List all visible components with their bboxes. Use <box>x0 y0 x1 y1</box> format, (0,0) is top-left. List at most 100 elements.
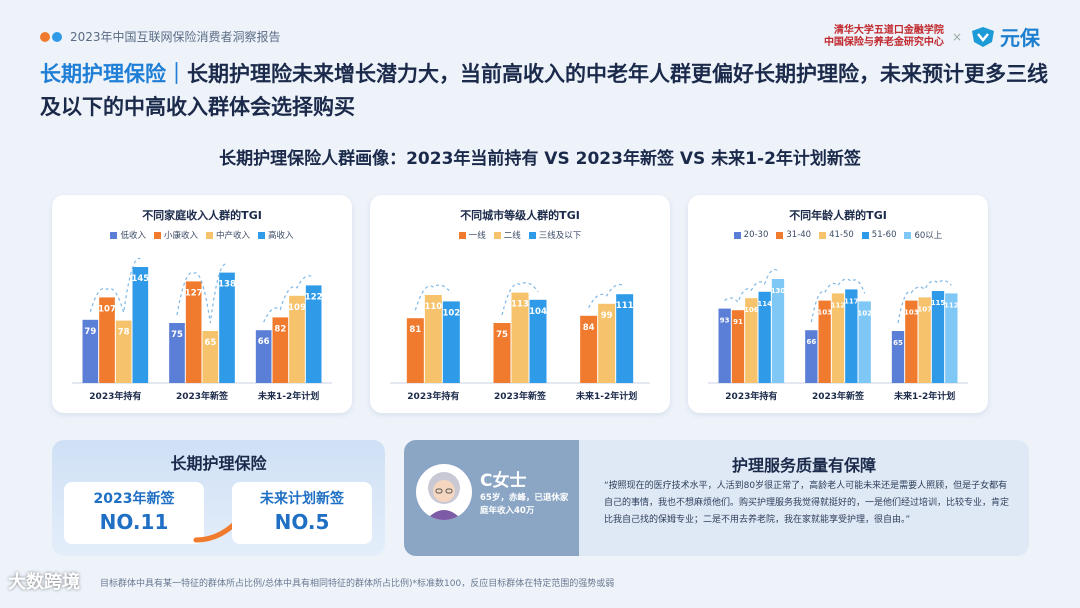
data-label: 102 <box>857 309 872 317</box>
data-label: 82 <box>274 324 286 334</box>
data-label: 66 <box>258 337 270 347</box>
category-label: 2023年持有 <box>407 390 459 402</box>
data-label: 122 <box>305 292 323 302</box>
legend-swatch <box>904 231 912 239</box>
data-label: 115 <box>931 299 946 307</box>
yuanbao-logo: 元保 <box>970 22 1040 51</box>
persona-block: C女士 65岁，赤峰，已退休家庭年收入40万 <box>404 440 579 556</box>
partner-name: 清华大学五道口金融学院 中国保险与养老金研究中心 <box>823 24 944 48</box>
category-label: 2023年持有 <box>89 390 141 402</box>
trend-line <box>176 263 228 324</box>
brand-area: 清华大学五道口金融学院 中国保险与养老金研究中心 × 元保 <box>824 22 1040 51</box>
legend-label: 三线及以下 <box>538 231 582 241</box>
chart-panel-age: 不同年龄人群的TGI 20-30 31-40 41-50 51-60 60以上 93 91… <box>688 195 988 413</box>
data-label: 65 <box>204 338 216 348</box>
trend-line <box>89 257 141 313</box>
bar <box>424 295 442 383</box>
bar <box>82 319 99 383</box>
category-label: 未来1-2年计划 <box>893 390 955 402</box>
legend-item: 60以上 <box>904 229 942 241</box>
data-label: 130 <box>771 287 786 295</box>
data-label: 99 <box>601 311 613 321</box>
data-label: 103 <box>904 309 919 317</box>
section-subtitle: 长期护理保险人群画像：2023年当前持有 VS 2023年新签 VS 未来1-2… <box>219 149 861 169</box>
data-label: 138 <box>218 280 236 290</box>
legend-swatch <box>861 231 869 239</box>
ranking-title: 长期护理保险 <box>170 454 267 473</box>
legend-item: 20-30 <box>733 229 769 241</box>
category-label: 2023年新签 <box>812 390 865 402</box>
rank-card-future: 未来计划新签 NO.5 <box>232 482 372 544</box>
bar <box>442 301 460 383</box>
legend-label: 20-30 <box>743 230 769 240</box>
legend-swatch <box>528 231 536 239</box>
bar <box>731 310 745 383</box>
bar <box>185 281 202 383</box>
data-label: 79 <box>84 327 96 337</box>
chart-title: 不同家庭收入人群的TGI <box>142 209 262 222</box>
bar <box>406 318 424 383</box>
legend-swatch <box>776 231 784 239</box>
bar <box>169 323 185 383</box>
data-label: 117 <box>844 297 859 305</box>
report-header: 2023年中国互联网保险消费者洞察报告 <box>40 28 281 45</box>
legend-item: 高收入 <box>258 229 294 241</box>
rank-card-2023: 2023年新签 NO.11 <box>64 482 204 544</box>
bar <box>818 300 831 383</box>
legend-item: 31-40 <box>776 229 811 241</box>
legend-label: 51-60 <box>871 230 897 240</box>
persona-desc: 65岁，赤峰，已退休家庭年收入40万 <box>480 493 569 516</box>
data-label: 103 <box>817 309 832 317</box>
page-headline: 长期护理保险｜长期护理险未来增长潜力大，当前高收入的中老年人群更偏好长期护理险，… <box>40 58 1050 124</box>
bar <box>616 294 634 383</box>
legend-label: 中产收入 <box>216 231 251 241</box>
bar <box>580 315 598 383</box>
chart-svg: 93 911061141302023年持有661031121171022023年新… <box>708 268 968 402</box>
bar <box>918 297 931 383</box>
trend-line <box>897 279 952 324</box>
persona-quote: “按照现在的医疗技术水平，人活到80岁很正常了，高龄老人可能未来还是需要人照顾，… <box>604 481 1010 525</box>
data-label: 106 <box>744 306 759 314</box>
data-label: 111 <box>616 301 634 311</box>
legend-swatch <box>458 231 466 239</box>
legend-swatch <box>733 231 741 239</box>
data-label: 107 <box>917 305 932 313</box>
elderly-woman-avatar-icon <box>416 464 472 520</box>
chart-panel-city: 不同城市等级人群的TGI 一线 二线 三线及以下 81 110 102 2023年持有 75… <box>370 195 670 413</box>
footnote: 目标群体中具有某一特征的群体所占比例/总体中具有相同特征的群体所占比例)*标准数… <box>100 579 615 589</box>
persona-card: C女士 65岁，赤峰，已退休家庭年收入40万 护理服务质量有保障 “按照现在的医… <box>404 440 1029 556</box>
legend-swatch <box>258 231 266 239</box>
chart-title: 不同城市等级人群的TGI <box>460 209 580 222</box>
chart-legend: 20-30 31-40 41-50 51-60 60以上 <box>688 229 988 241</box>
trend-line <box>501 282 539 316</box>
category-label: 未来1-2年计划 <box>575 390 637 402</box>
data-label: 114 <box>757 300 772 308</box>
bar <box>272 317 289 383</box>
data-label: 112 <box>831 301 846 309</box>
chart-panel-income: 不同家庭收入人群的TGI 低收入 小康收入 中产收入 高收入 79 107 78 145 20… <box>52 195 352 413</box>
bar <box>845 289 858 383</box>
data-label: 110 <box>424 302 442 312</box>
trend-line <box>810 278 866 323</box>
trend-line <box>414 284 452 311</box>
category-label: 2023年新签 <box>176 390 229 402</box>
data-label: 109 <box>288 303 306 313</box>
bar <box>289 295 305 383</box>
legend-swatch <box>493 231 501 239</box>
legend-label: 60以上 <box>914 231 943 241</box>
legend-label: 低收入 <box>120 231 146 241</box>
data-label: 78 <box>118 328 130 338</box>
data-label: 75 <box>171 330 183 340</box>
bar <box>831 293 845 383</box>
legend-item: 51-60 <box>861 229 897 241</box>
category-label: 未来1-2年计划 <box>257 390 319 402</box>
legend-item: 41-50 <box>819 229 854 241</box>
data-label: 84 <box>583 323 595 333</box>
bar <box>718 308 731 383</box>
data-label: 102 <box>442 308 460 318</box>
legend-label: 一线 <box>468 231 486 241</box>
legend-label: 41-50 <box>829 230 854 240</box>
legend-label: 31-40 <box>786 230 812 240</box>
bar <box>745 298 758 383</box>
bar <box>858 301 871 383</box>
